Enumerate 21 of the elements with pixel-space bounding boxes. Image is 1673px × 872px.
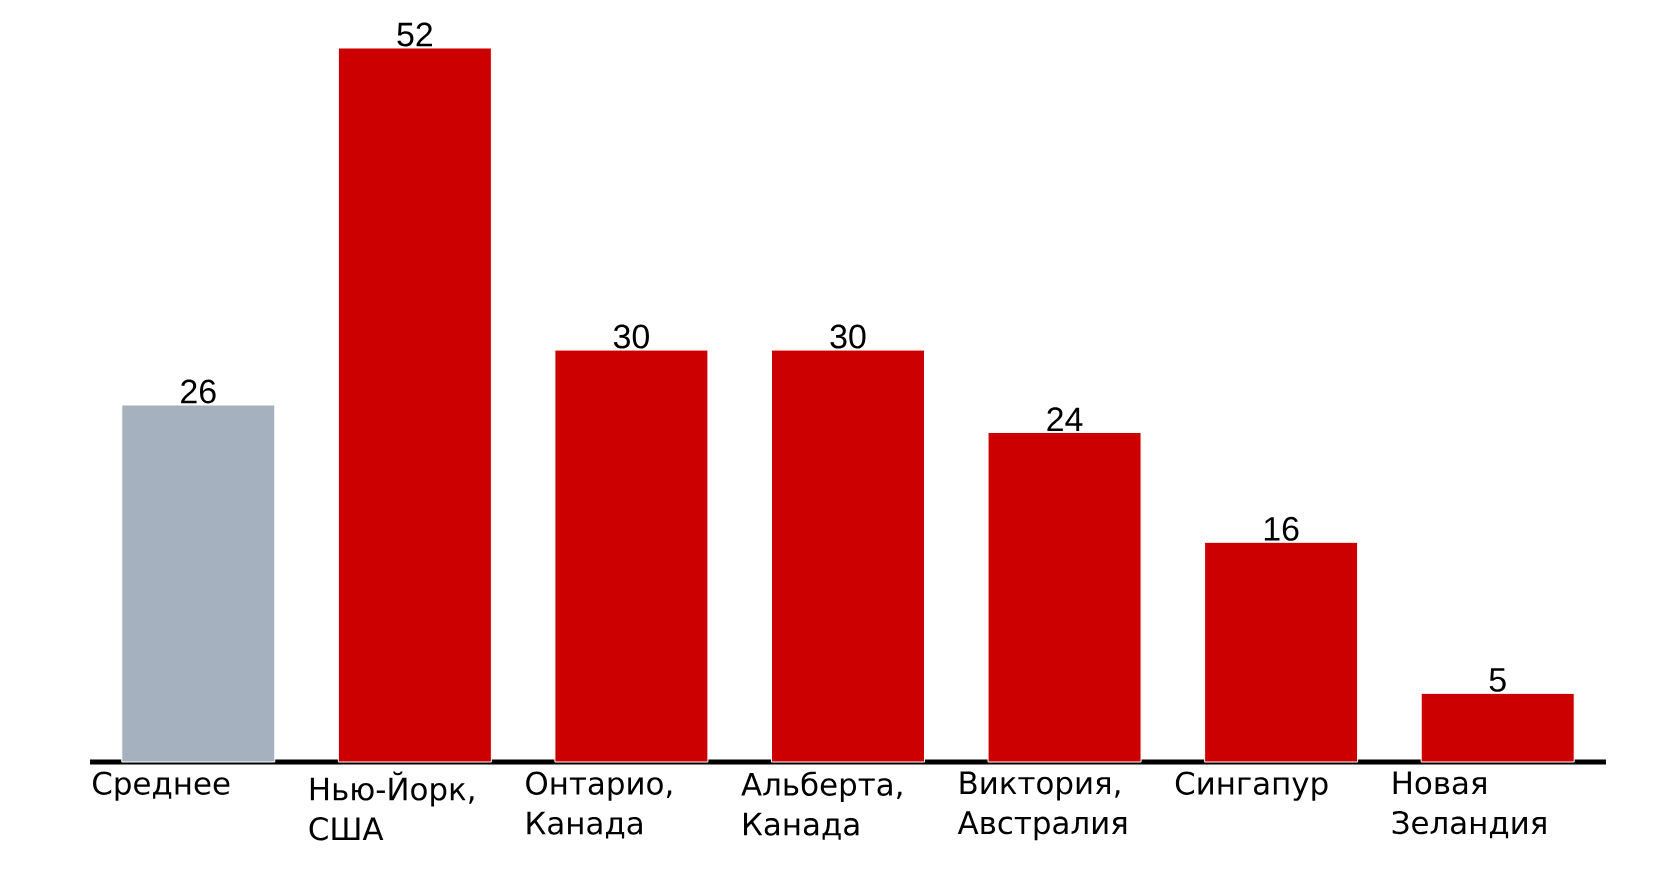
data-label: 16 [1264,516,1299,541]
bar [1204,541,1359,763]
x-tick-label: Новая Зеландия [1392,771,1546,839]
data-label: 52 [397,22,432,47]
data-label: 26 [181,379,216,404]
bar [1420,692,1575,763]
bar [770,349,925,763]
bar [121,404,276,763]
x-tick-label: Нью-Йорк, США [309,771,474,841]
bar [337,47,492,763]
data-label: 5 [1489,668,1506,692]
data-label: 30 [613,324,649,349]
data-label: 24 [1047,407,1083,431]
bar [554,349,709,763]
x-tick-label: Виктория, Австралия [957,771,1127,841]
data-label: 30 [830,324,866,349]
bar [987,431,1142,763]
x-tick-label: Сингапур [1175,771,1328,801]
x-tick-label: Альберта, Канада [741,771,902,840]
x-tick-label: Среднее [93,771,230,801]
x-tick-label: Онтарио, Канада [526,771,672,839]
